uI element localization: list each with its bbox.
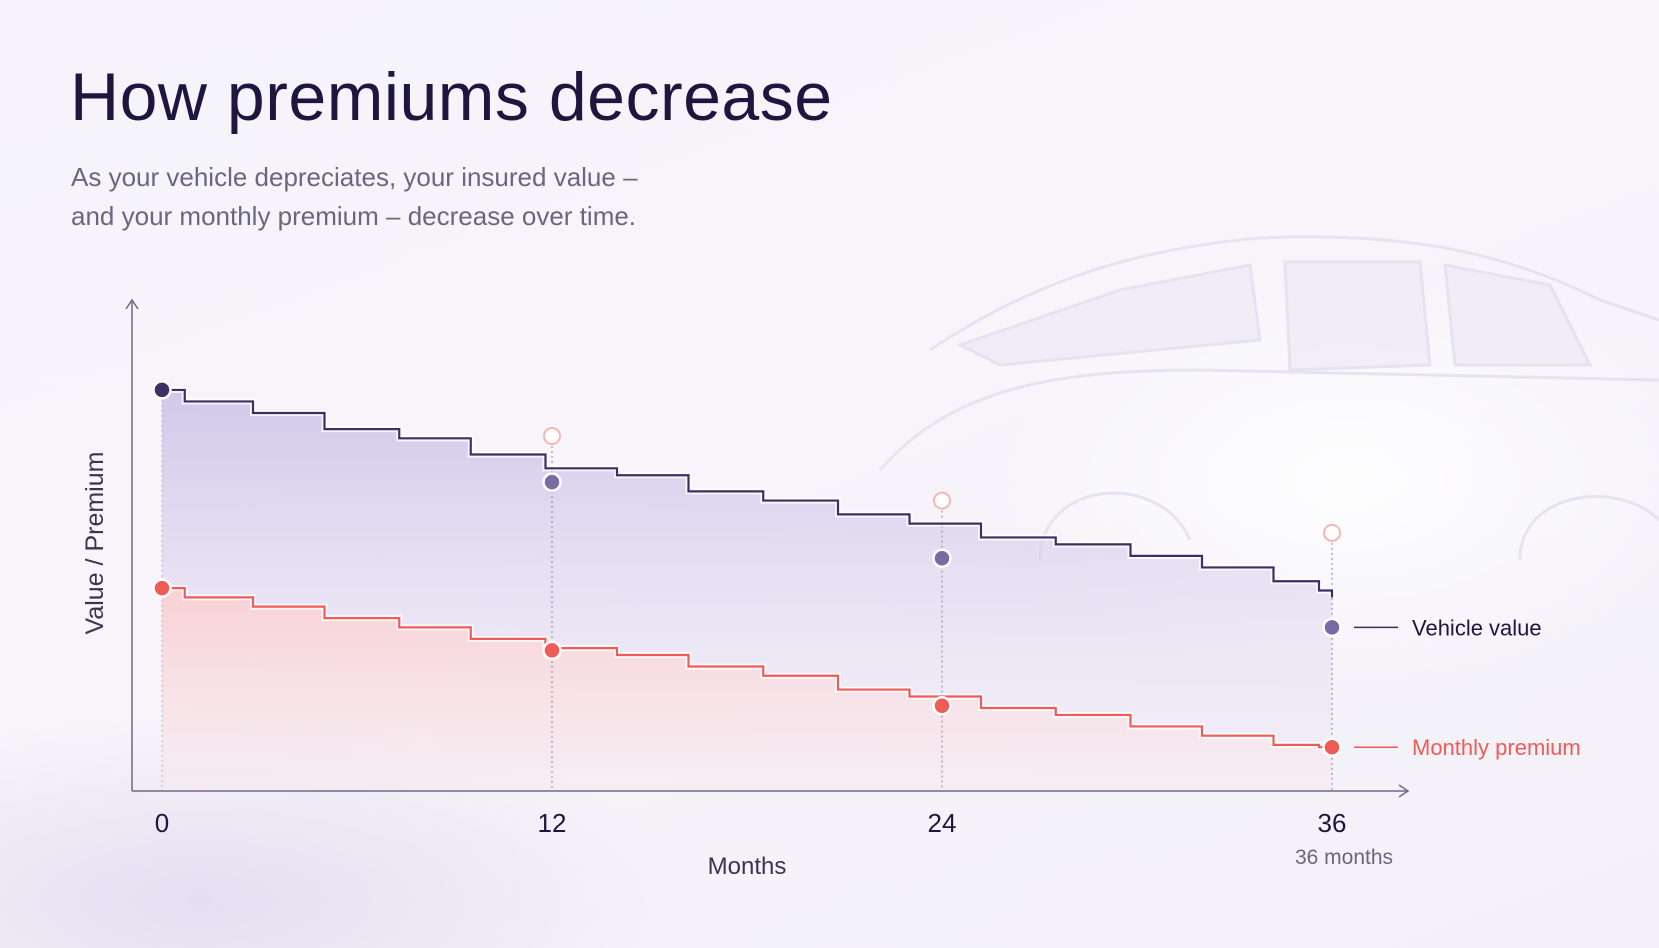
monthly-premium-marker-12 [542, 640, 562, 661]
x-axis-arrow [1398, 784, 1410, 798]
x-tick-label-24: 24 [928, 808, 957, 838]
x-tick-label-36: 36 [1318, 808, 1347, 838]
page-title: How premiums decrease [70, 59, 833, 135]
legend-monthly-premium: Monthly premium [1412, 735, 1581, 760]
milestone-marker-2 [933, 491, 951, 510]
vehicle-value-marker-12 [542, 472, 562, 492]
monthly-premium-marker-0 [152, 578, 172, 598]
y-axis-label: Value / Premium [81, 452, 109, 635]
subtitle-line-1: As your vehicle depreciates, your insure… [71, 162, 638, 192]
monthly-premium-marker-36 [1322, 737, 1342, 757]
subtitle-line-2: and your monthly premium – decrease over… [71, 201, 637, 231]
y-axis-arrow [125, 298, 139, 310]
milestone-marker-3 [1323, 523, 1341, 542]
legend-vehicle-value: Vehicle value [1412, 615, 1542, 640]
vehicle-value-marker-0 [152, 380, 172, 400]
monthly-premium-marker-24 [932, 695, 952, 716]
x-tick-label-0: 0 [155, 808, 169, 838]
page-subtitle: As your vehicle depreciates, your insure… [71, 158, 751, 236]
vehicle-value-line [162, 388, 1334, 598]
x-tick-sublabel: 36 months [1295, 846, 1393, 869]
milestone-marker-1 [543, 427, 561, 446]
monthly-premium-area [162, 588, 1332, 791]
monthly-premium-line [162, 587, 1332, 749]
x-tick-label-12: 12 [538, 808, 567, 838]
vehicle-value-marker-24 [932, 548, 952, 568]
vehicle-value-marker-36 [1322, 617, 1342, 638]
x-axis-label: Months [708, 853, 787, 880]
